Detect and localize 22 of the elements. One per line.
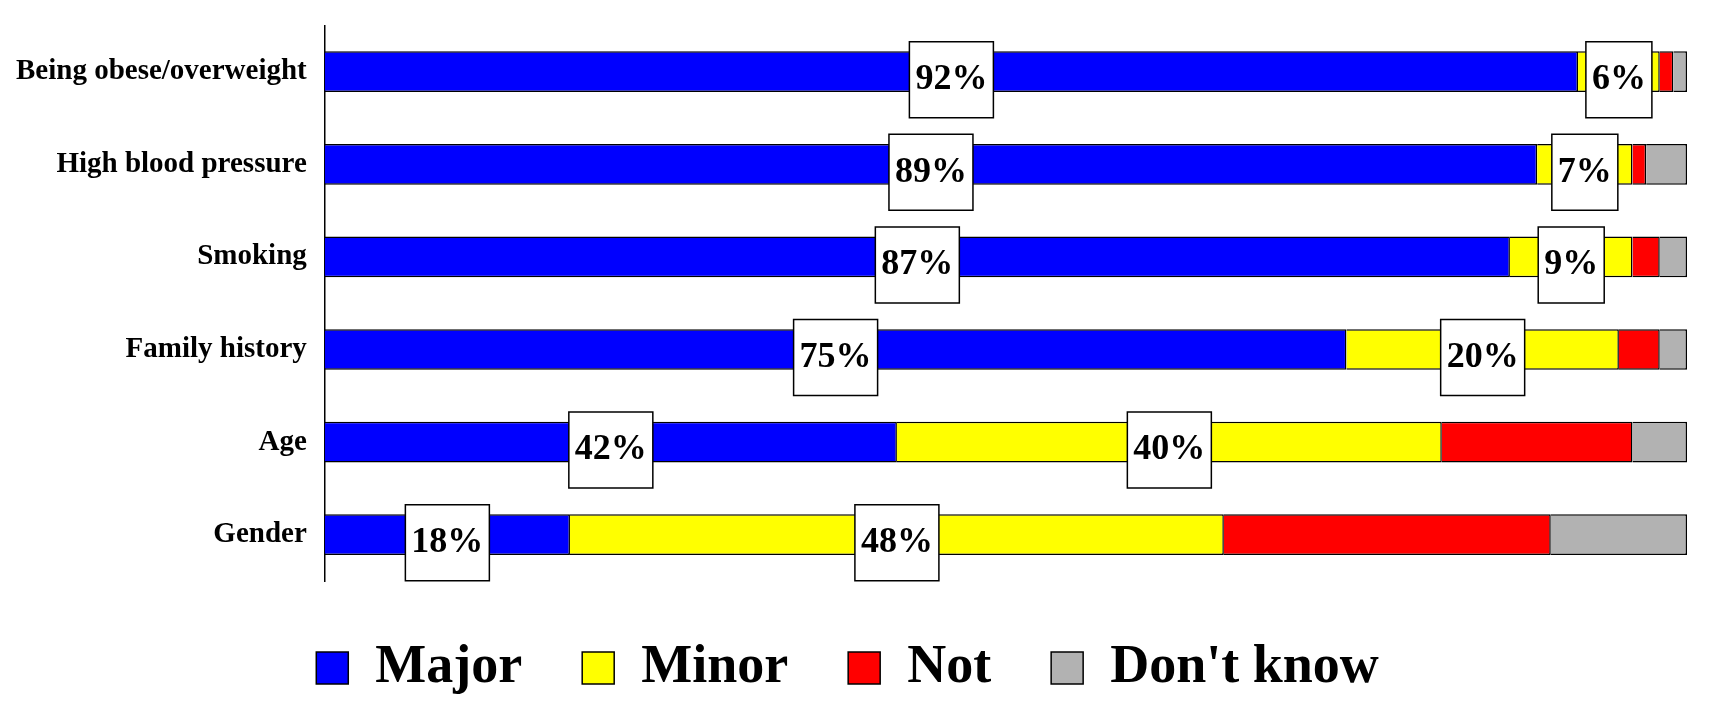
y-tick-label: Family history bbox=[125, 330, 308, 363]
data-label: 92% bbox=[915, 57, 988, 97]
legend-label: Not bbox=[907, 633, 992, 694]
data-label: 9% bbox=[1544, 242, 1599, 283]
y-tick-label: Smoking bbox=[197, 238, 308, 271]
data-label: 48% bbox=[860, 520, 933, 560]
data-label: 75% bbox=[799, 334, 872, 375]
legend-label: Don't know bbox=[1110, 633, 1379, 694]
legend-label: Minor bbox=[641, 633, 789, 694]
y-tick-label: Gender bbox=[213, 516, 307, 549]
y-tick-label: Age bbox=[258, 423, 307, 456]
data-label: 20% bbox=[1446, 334, 1519, 375]
data-label: 42% bbox=[574, 427, 647, 468]
data-label: 7% bbox=[1557, 149, 1612, 190]
y-tick-label: High blood pressure bbox=[56, 145, 307, 178]
data-label: 40% bbox=[1133, 427, 1206, 468]
y-tick-label: Being obese/overweight bbox=[16, 53, 308, 86]
data-label: 89% bbox=[894, 149, 967, 190]
data-label: 87% bbox=[881, 242, 954, 283]
data-label: 6% bbox=[1591, 57, 1646, 97]
data-label: 18% bbox=[411, 520, 484, 560]
legend-label: Major bbox=[375, 633, 523, 694]
